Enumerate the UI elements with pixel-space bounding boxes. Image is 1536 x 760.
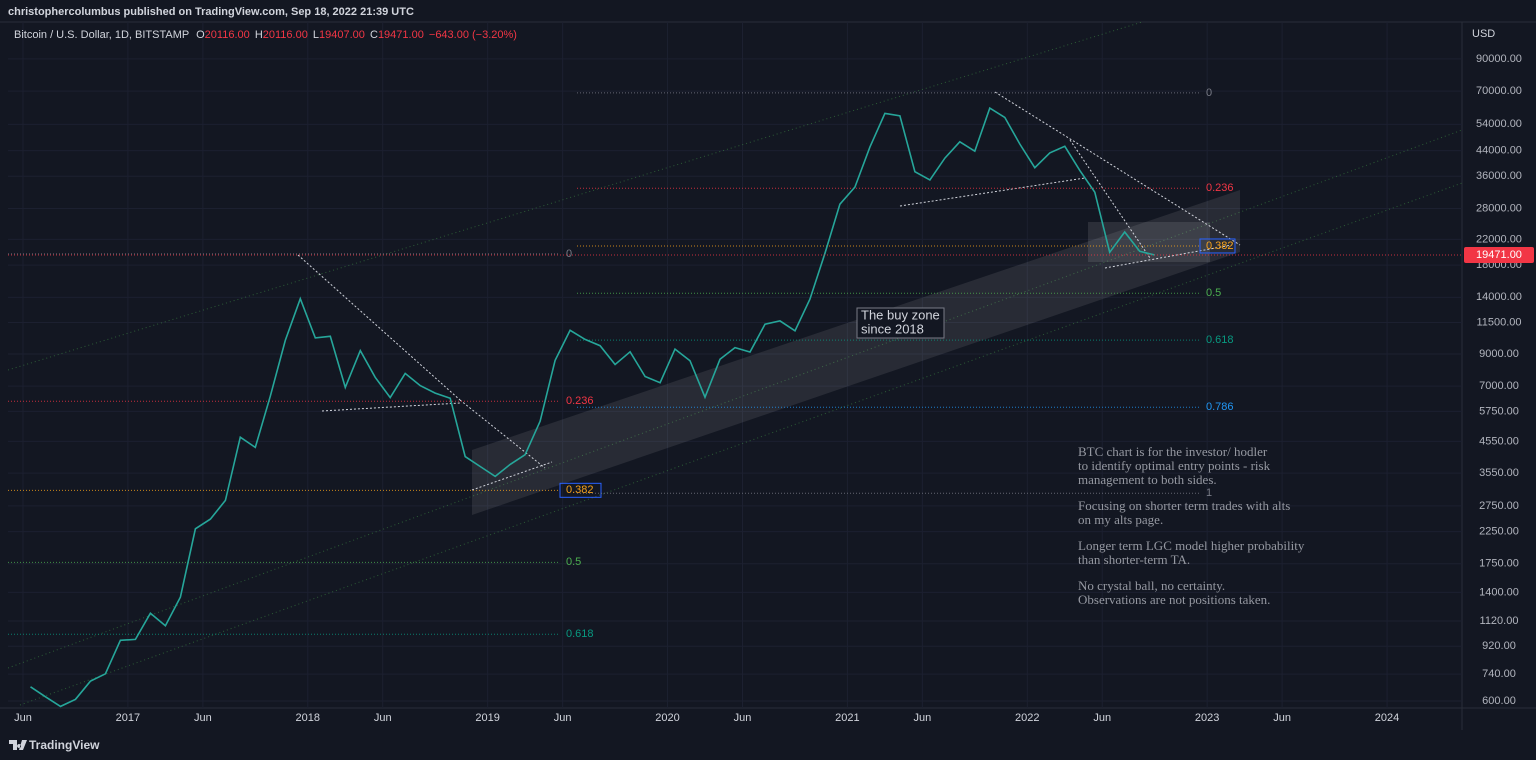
x-tick-label: 2020 (655, 712, 679, 724)
x-tick-label: 2022 (1015, 712, 1039, 724)
x-tick-label: Jun (1273, 712, 1291, 724)
brand-logo (9, 740, 27, 750)
trend-line (994, 91, 1241, 246)
trend-line (1104, 244, 1233, 269)
y-tick-label: 920.00 (1482, 640, 1516, 652)
y-tick-label: 44000.00 (1476, 144, 1522, 156)
y-tick-label: 54000.00 (1476, 118, 1522, 130)
fib-label: 1 (1206, 487, 1212, 499)
notes: BTC chart is for the investor/ hodler to… (1078, 444, 1305, 607)
channel-line (8, 22, 1144, 371)
trend-line (297, 254, 461, 401)
y-tick-label: 1750.00 (1479, 558, 1519, 570)
y-tick-label: 28000.00 (1476, 202, 1522, 214)
drawings (8, 22, 1462, 706)
x-tick-label: 2018 (296, 712, 320, 724)
last-price-label: 19471.00 (1476, 249, 1522, 261)
y-tick-label: 4550.00 (1479, 435, 1519, 447)
y-tick-label: 90000.00 (1476, 53, 1522, 65)
y-tick-label: 9000.00 (1479, 348, 1519, 360)
trend-line (321, 402, 461, 412)
fib-label: 0.618 (566, 628, 594, 640)
brand: TradingView (29, 738, 100, 752)
footer (0, 731, 1536, 760)
legend-title: Bitcoin / U.S. Dollar, 1D, BITSTAMP (14, 29, 189, 41)
fib-label: 0 (566, 248, 572, 260)
price-line (30, 106, 1155, 708)
ohlc-value: 19407.00 (319, 29, 365, 41)
x-tick-label: 2024 (1375, 712, 1399, 724)
buy-zone-label: The buy zone (861, 307, 940, 322)
y-tick-label: 22000.00 (1476, 233, 1522, 245)
y-tick-label: 600.00 (1482, 695, 1516, 707)
ohlc-value: 19471.00 (378, 29, 424, 41)
note-line: Observations are not positions taken. (1078, 592, 1270, 607)
trend-line (899, 177, 1086, 207)
ohlc-key: L (313, 29, 319, 41)
fib-label: 0.236 (566, 395, 594, 407)
ohlc-value: 20116.00 (263, 29, 308, 41)
ohlc-key: O (196, 29, 205, 41)
x-tick-label: Jun (194, 712, 212, 724)
last-price-tag (1464, 247, 1534, 264)
note-line: on my alts page. (1078, 512, 1163, 527)
y-tick-label: 3550.00 (1479, 467, 1519, 479)
y-tick-label: 2250.00 (1479, 526, 1519, 538)
x-tick-label: 2017 (116, 712, 140, 724)
y-tick-label: 2750.00 (1479, 500, 1519, 512)
fib-label: 0.786 (1206, 401, 1234, 413)
x-tick-label: Jun (554, 712, 572, 724)
y-tick-label: 14000.00 (1476, 291, 1522, 303)
ohlc-key: H (255, 29, 263, 41)
series-layer (8, 106, 1462, 708)
x-tick-label: Jun (1093, 712, 1111, 724)
ohlc-value: 20116.00 (205, 29, 250, 41)
ohlc-key: C (370, 29, 378, 41)
y-tick-label: 5750.00 (1479, 405, 1519, 417)
note-line: Longer term LGC model higher probability (1078, 538, 1305, 553)
y-tick-label: 36000.00 (1476, 170, 1522, 182)
fib-label: 0.5 (566, 556, 581, 568)
fib-label: 0.382 (566, 484, 594, 496)
note-line: BTC chart is for the investor/ hodler (1078, 444, 1268, 459)
x-tick-label: 2023 (1195, 712, 1219, 724)
x-tick-label: 2019 (475, 712, 499, 724)
header-bar (0, 0, 1536, 22)
y-tick-label: 70000.00 (1476, 85, 1522, 97)
change: −643.00 (−3.20%) (429, 29, 517, 41)
y-tick-label: 11500.00 (1476, 316, 1521, 328)
note-line: to identify optimal entry points - risk (1078, 458, 1271, 473)
x-tick-label: 2021 (835, 712, 859, 724)
y-tick-label: 1120.00 (1480, 615, 1519, 627)
trend-lines (297, 91, 1241, 491)
y-tick-label: 1400.00 (1479, 586, 1519, 598)
fibs: 0 0.236 0.382 0.5 0.618 0 0.236 0.382 0.5 0.618 0.… (8, 87, 1236, 640)
fib-label: 0.236 (1206, 182, 1234, 194)
x-tick-label: Jun (734, 712, 752, 724)
note-line: No crystal ball, no certainty. (1078, 578, 1225, 593)
buy-zone-band (472, 190, 1240, 515)
fib-label-box (559, 482, 602, 498)
fib-label: 0 (1206, 87, 1212, 99)
legend: Bitcoin / U.S. Dollar, 1D, BITSTAMP O201… (14, 29, 517, 41)
y-tick-label: 740.00 (1482, 668, 1516, 680)
fib-label: 0.618 (1206, 334, 1234, 346)
publisher: christophercolumbus published on Trading… (8, 6, 414, 18)
note-line: than shorter-term TA. (1078, 552, 1190, 567)
fib-label: 0.382 (1206, 240, 1234, 252)
x-tick-label: Jun (374, 712, 392, 724)
x-tick-label: Jun (913, 712, 931, 724)
fib-label-box (1199, 238, 1236, 254)
buy-zone-label: since 2018 (861, 321, 924, 336)
note-line: management to both sides. (1078, 472, 1217, 487)
note-line: Focusing on shorter term trades with alt… (1078, 498, 1290, 513)
x-tick-label: Jun (14, 712, 32, 724)
buy-zone-box (856, 307, 945, 339)
fib-label: 0.5 (1206, 287, 1221, 299)
currency: USD (1472, 28, 1495, 40)
y-tick-label: 7000.00 (1479, 380, 1519, 392)
